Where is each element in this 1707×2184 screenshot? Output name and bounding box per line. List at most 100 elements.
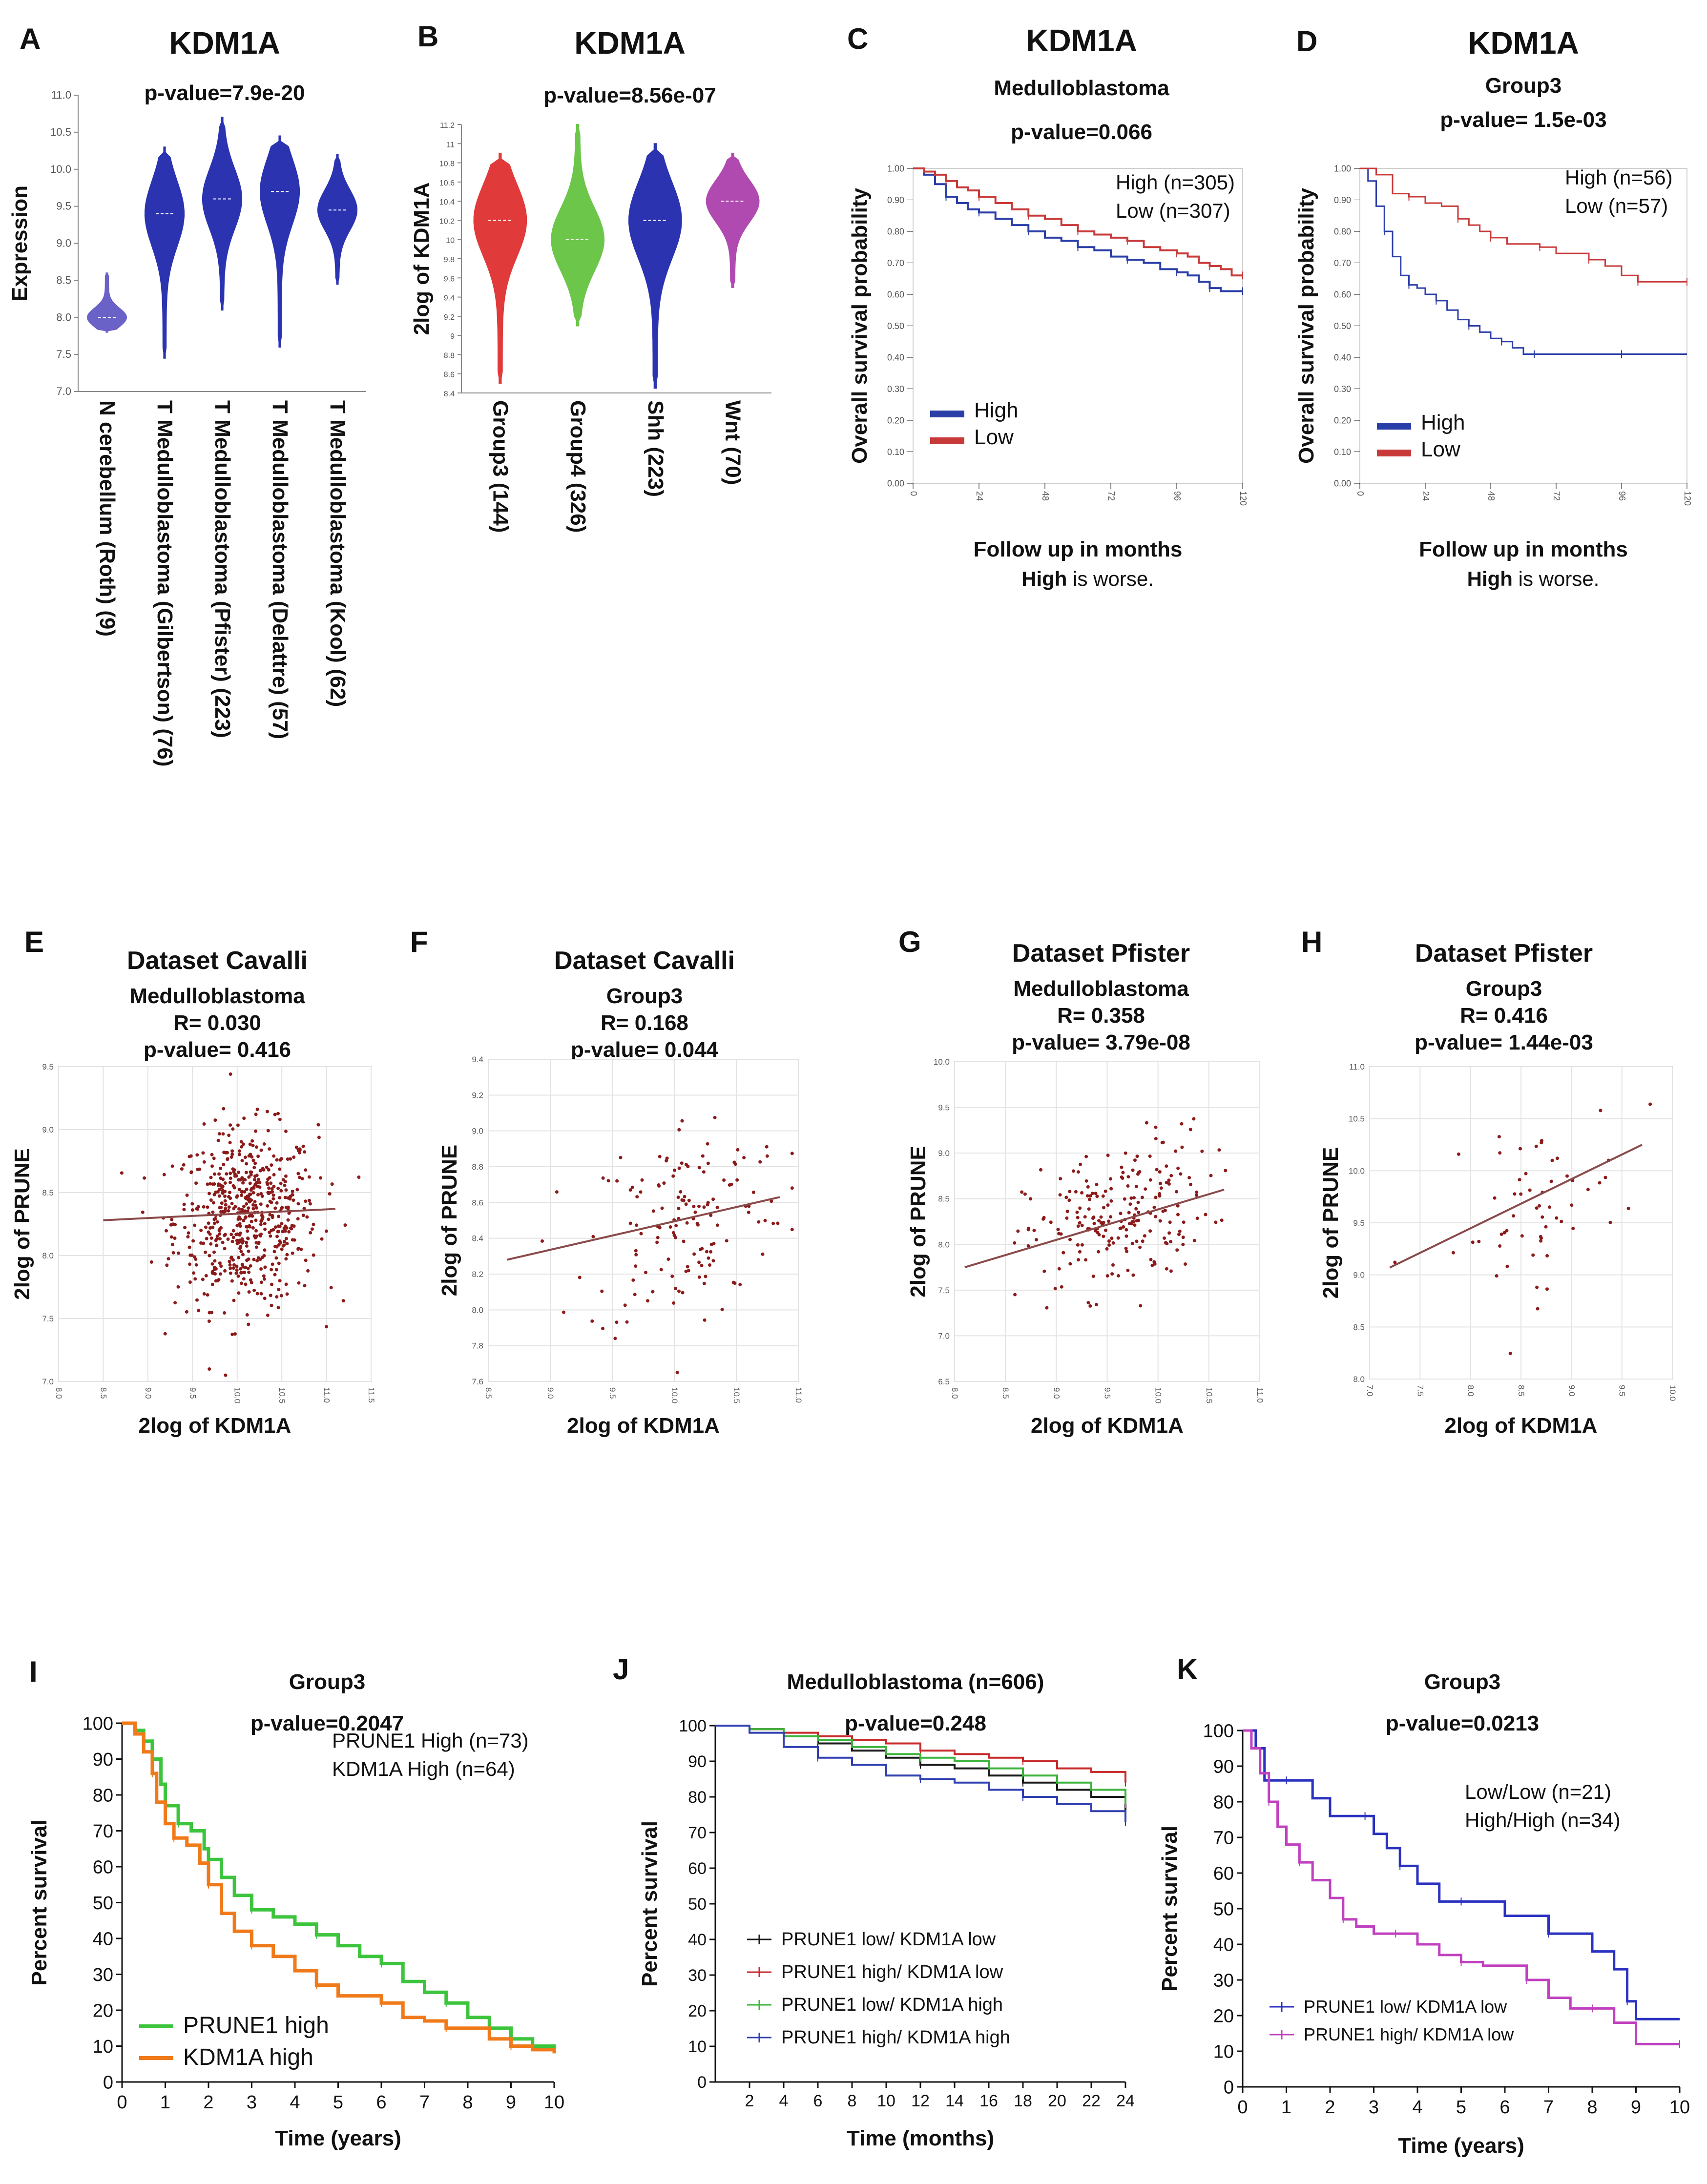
scatter-point — [232, 1298, 236, 1302]
y-tick-label: 9.6 — [444, 275, 455, 283]
scatter-point — [249, 1170, 252, 1174]
scatter-point — [625, 1320, 629, 1324]
scatter-point — [279, 1294, 283, 1298]
x-axis-label: Follow up in months — [974, 537, 1183, 561]
scatter-point — [254, 1241, 258, 1245]
scatter-point — [226, 1237, 230, 1241]
annotation-n1: PRUNE1 High (n=73) — [332, 1729, 529, 1752]
scatter-point — [211, 1210, 215, 1214]
x-tick-label: 11.0 — [794, 1387, 803, 1403]
scatter-point — [219, 1264, 223, 1268]
y-axis-label: 2log of KDM1A — [410, 183, 434, 335]
scatter-point — [204, 1274, 208, 1277]
y-tick-label: 8.4 — [444, 390, 455, 398]
y-tick-label: 30 — [1213, 1970, 1234, 1991]
scatter-point — [193, 1277, 197, 1281]
scatter-point — [1095, 1183, 1099, 1186]
scatter-point — [1084, 1154, 1088, 1158]
y-tick-label: 11.2 — [440, 122, 455, 130]
scatter-point — [1555, 1216, 1559, 1220]
scatter-point — [193, 1223, 197, 1227]
scatter-point — [1076, 1170, 1080, 1174]
scatter-point — [590, 1319, 594, 1323]
scatter-point — [238, 1231, 242, 1235]
scatter-point — [1599, 1109, 1603, 1113]
panel-subtitle: Group3 — [1466, 977, 1542, 1001]
scatter-point — [1057, 1267, 1061, 1271]
scatter-point — [1103, 1189, 1107, 1193]
scatter-point — [1102, 1206, 1105, 1210]
scatter-point — [1128, 1202, 1132, 1206]
scatter-point — [1626, 1207, 1630, 1210]
scatter-point — [224, 1207, 228, 1211]
x-tick-label: 0 — [1355, 491, 1365, 496]
scatter-point — [285, 1242, 289, 1246]
scatter-point — [684, 1202, 688, 1206]
scatter-point — [680, 1161, 684, 1165]
scatter-point — [215, 1234, 219, 1238]
scatter-point — [270, 1303, 273, 1307]
legend-label: High — [974, 398, 1019, 422]
scatter-point — [286, 1196, 290, 1200]
scatter-point — [1176, 1213, 1180, 1216]
panel-pvalue: p-value=0.248 — [845, 1711, 986, 1735]
y-tick-label: 10.2 — [439, 217, 455, 226]
scatter-point — [682, 1239, 686, 1243]
scatter-point — [1076, 1216, 1080, 1219]
scatter-point — [245, 1313, 249, 1317]
scatter-point — [222, 1163, 226, 1167]
scatter-point — [1163, 1236, 1166, 1240]
scatter-point — [1068, 1190, 1072, 1194]
y-tick-label: 60 — [688, 1859, 707, 1878]
scatter-point — [1144, 1187, 1147, 1191]
scatter-point — [275, 1201, 279, 1205]
scatter-point — [1131, 1273, 1135, 1277]
scatter-point — [765, 1145, 769, 1149]
scatter-point — [231, 1258, 235, 1262]
scatter-point — [1111, 1241, 1115, 1245]
scatter-point — [677, 1128, 681, 1132]
survival-curve — [1243, 1729, 1680, 2020]
scatter-point — [634, 1249, 638, 1253]
y-tick-label: 0.10 — [887, 447, 904, 457]
scatter-point — [1126, 1175, 1130, 1179]
scatter-point — [171, 1251, 175, 1255]
scatter-point — [1192, 1117, 1196, 1121]
scatter-point — [1078, 1250, 1082, 1254]
scatter-point — [120, 1171, 124, 1175]
scatter-point — [312, 1222, 315, 1226]
scatter-point — [1528, 1188, 1532, 1192]
scatter-point — [230, 1333, 234, 1336]
scatter-point — [1133, 1223, 1137, 1227]
scatter-point — [239, 1250, 243, 1254]
scatter-point — [209, 1236, 213, 1240]
scatter-point — [240, 1208, 244, 1212]
scatter-point — [263, 1227, 267, 1231]
scatter-point — [702, 1205, 706, 1209]
scatter-point — [709, 1250, 713, 1254]
scatter-point — [680, 1119, 684, 1123]
scatter-point — [1148, 1178, 1152, 1182]
scatter-point — [1176, 1166, 1180, 1170]
violin-shape — [551, 124, 605, 327]
y-tick-label: 9 — [450, 332, 455, 341]
scatter-point — [273, 1244, 277, 1248]
panel-letter: C — [847, 22, 868, 55]
violin-shape — [473, 152, 527, 384]
scatter-point — [1075, 1210, 1079, 1214]
scatter-point — [1184, 1262, 1187, 1266]
scatter-point — [683, 1195, 687, 1198]
scatter-point — [1192, 1238, 1196, 1242]
scatter-point — [1042, 1269, 1046, 1273]
legend-label: KDM1A high — [183, 2044, 313, 2070]
scatter-point — [167, 1257, 170, 1261]
scatter-point — [298, 1175, 302, 1179]
scatter-point — [1078, 1221, 1082, 1225]
scatter-point — [687, 1269, 690, 1273]
scatter-point — [699, 1247, 702, 1251]
scatter-point — [1071, 1169, 1075, 1173]
scatter-point — [187, 1231, 190, 1235]
scatter-point — [266, 1182, 270, 1186]
scatter-point — [1102, 1235, 1105, 1238]
scatter-point — [250, 1281, 253, 1284]
